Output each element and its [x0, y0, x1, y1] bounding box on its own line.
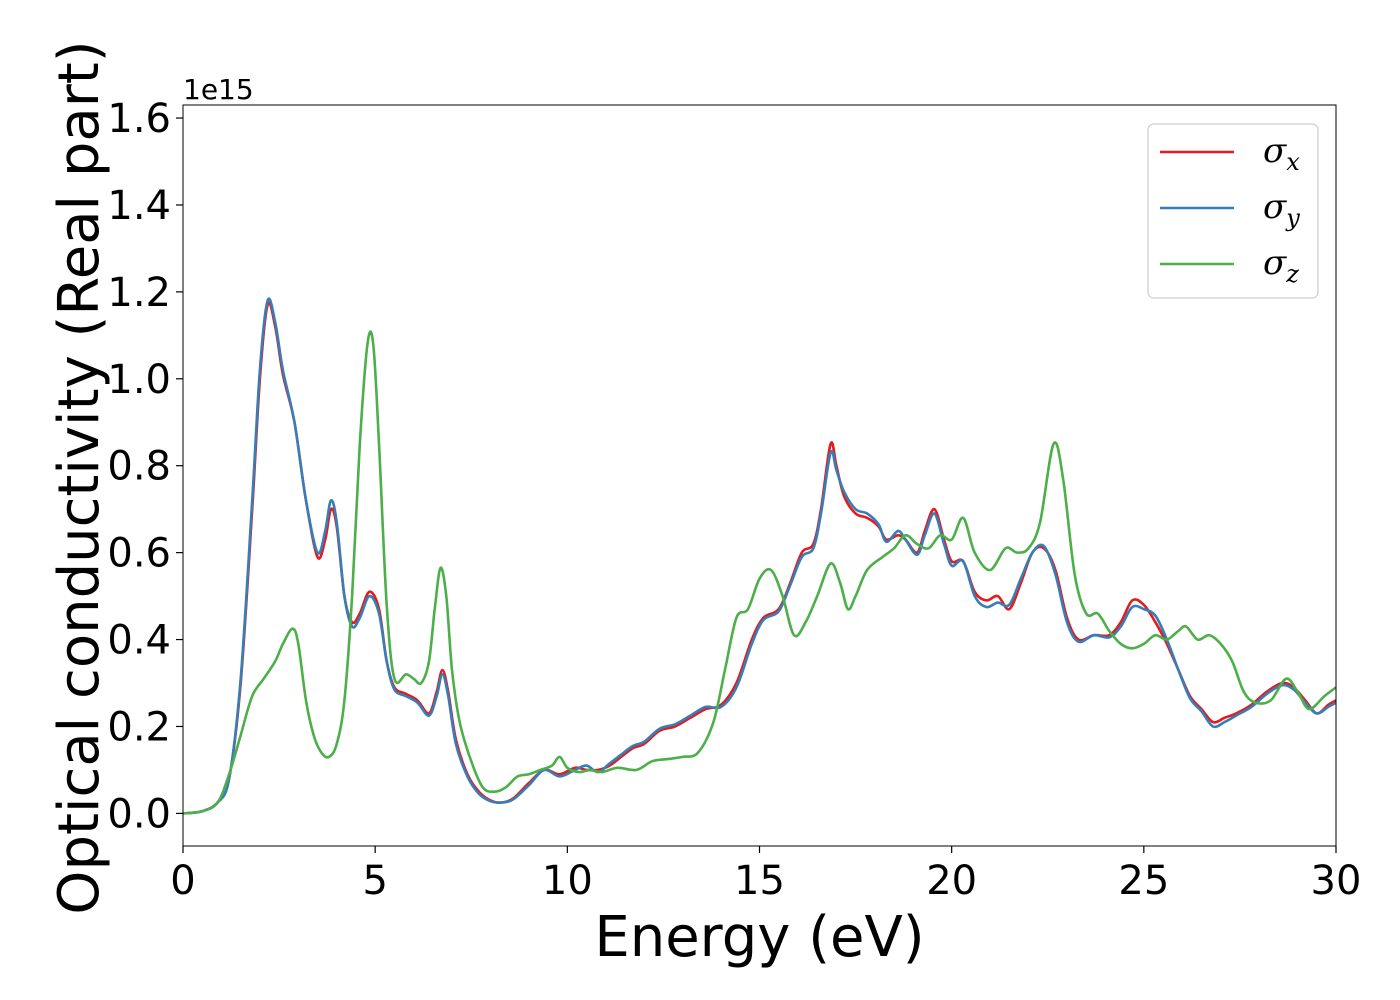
y-tick-label: 1.4 [107, 183, 171, 229]
x-tick-label: 30 [1311, 858, 1362, 904]
y-tick-label: 0.2 [107, 704, 171, 750]
series-lines [183, 297, 1336, 815]
x-tick-label: 10 [542, 858, 593, 904]
y-axis-label: Optical conductivity (Real part) [47, 40, 112, 914]
x-tick-label: 20 [926, 858, 977, 904]
series-line-sigma-z [183, 330, 1336, 815]
x-axis-label: Energy (eV) [594, 905, 924, 970]
x-tick-label: 15 [734, 858, 785, 904]
y-tick-label: 1.2 [107, 270, 171, 316]
series-line-sigma-y [183, 297, 1336, 815]
y-tick-label: 1.6 [107, 96, 171, 142]
x-tick-label: 25 [1118, 858, 1169, 904]
x-axis: 0 5 10 15 20 25 30 [170, 846, 1361, 904]
series-line-sigma-x [183, 301, 1336, 815]
y-offset-label: 1e15 [183, 73, 254, 106]
legend-box [1147, 123, 1319, 299]
y-tick-label: 0.6 [107, 531, 171, 577]
x-tick-label: 0 [170, 858, 195, 904]
y-tick-label: 0.4 [107, 618, 171, 664]
y-tick-label: 1.0 [107, 357, 171, 403]
x-tick-label: 5 [362, 858, 387, 904]
y-axis: 0.0 0.2 0.4 0.6 0.8 1.0 1.2 1.4 1.6 [107, 96, 183, 837]
y-tick-label: 0.0 [107, 791, 171, 837]
y-tick-label: 0.8 [107, 444, 171, 490]
